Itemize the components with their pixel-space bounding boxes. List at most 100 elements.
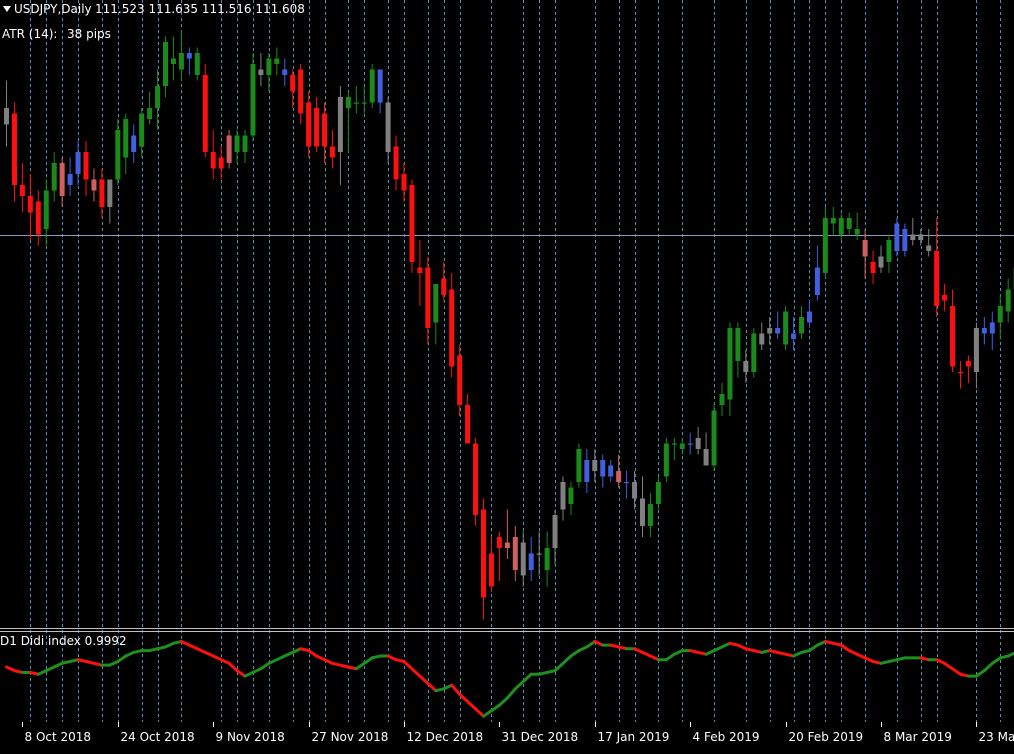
candle-body [171, 59, 176, 65]
candle-body [767, 328, 772, 334]
candle-body [505, 543, 510, 549]
candle-body [712, 411, 717, 466]
candle-body [743, 361, 748, 372]
candle [576, 444, 581, 488]
candle-body [640, 499, 645, 527]
candle-body [902, 229, 907, 251]
atr-value: 38 pips [67, 27, 111, 41]
candle-body [282, 70, 287, 76]
candle-body [354, 103, 359, 104]
x-tick-label: 23 Mar 2019 [979, 730, 1014, 744]
candle-body [107, 180, 112, 208]
candle-body [894, 224, 899, 252]
candle-body [950, 306, 955, 367]
candle-body [966, 361, 971, 367]
candle-body [338, 97, 343, 152]
candle-body [378, 70, 383, 103]
candle-body [99, 180, 104, 208]
candle-body [545, 548, 550, 570]
candle-body [44, 191, 49, 230]
didi-index-label: D1 Didi index 0.9992 [0, 634, 127, 648]
candle [370, 64, 375, 108]
candle-body [576, 449, 581, 482]
candle-body [608, 466, 613, 477]
candle-body [783, 312, 788, 345]
candle-body [934, 251, 939, 306]
candle-body [155, 86, 160, 108]
candle-body [918, 235, 923, 241]
candle-body [12, 114, 17, 186]
candle-body [537, 554, 542, 555]
x-tick-label: 24 Oct 2018 [121, 730, 195, 744]
candle-body [791, 334, 796, 340]
candle-body [52, 163, 57, 191]
candle-body [521, 543, 526, 576]
candle-body [115, 130, 120, 180]
candle-body [322, 114, 327, 147]
candle-body [879, 257, 884, 268]
candle-body [942, 295, 947, 301]
candle-body [219, 158, 224, 169]
candle-body [561, 482, 566, 510]
candle [473, 438, 478, 526]
candle-body [394, 147, 399, 180]
candle-body [958, 372, 963, 373]
candle-body [886, 240, 891, 262]
candle-body [855, 229, 860, 235]
candle-body [974, 328, 979, 372]
candle-body [664, 444, 669, 477]
candle-body [4, 108, 9, 125]
candle-body [735, 328, 740, 361]
candle-body [688, 444, 693, 445]
candle-body [314, 108, 319, 147]
candle [227, 130, 232, 169]
candle-body [330, 147, 335, 158]
candle-body [227, 136, 232, 164]
candle-body [258, 70, 263, 76]
candle-body [616, 471, 621, 482]
candle-body [823, 218, 828, 273]
candle-body [60, 163, 65, 196]
candle-body [91, 180, 96, 191]
candle-body [433, 284, 438, 323]
candle-body [76, 152, 81, 174]
candle [409, 180, 414, 274]
candle-body [807, 312, 812, 323]
candle-body [370, 70, 375, 103]
candle-body [727, 328, 732, 400]
candle-body [720, 394, 725, 405]
candle-body [815, 268, 820, 296]
candle-body [656, 482, 661, 504]
candle-body [266, 59, 271, 76]
candle-body [346, 97, 351, 108]
candle-body [441, 279, 446, 296]
candle-body [235, 136, 240, 153]
dropdown-triangle-icon[interactable] [3, 6, 11, 12]
candle-body [409, 185, 414, 262]
candle-body [417, 268, 422, 274]
x-tick-label: 31 Dec 2018 [502, 730, 579, 744]
x-tick-label: 8 Oct 2018 [25, 730, 92, 744]
symbol-label: USDJPY,Daily [14, 2, 92, 16]
candle-body [425, 268, 430, 329]
candle-body [632, 482, 637, 499]
candle-body [648, 504, 653, 526]
candle-body [592, 460, 597, 471]
candle-body [568, 488, 573, 505]
candle [712, 405, 717, 471]
x-tick-label: 12 Dec 2018 [407, 730, 484, 744]
x-tick-label: 27 Nov 2018 [312, 730, 389, 744]
x-tick-label: 9 Nov 2018 [216, 730, 285, 744]
candle-body [926, 246, 931, 252]
x-tick-label: 4 Feb 2019 [693, 730, 760, 744]
candle-body [386, 103, 391, 153]
candle-body [187, 53, 192, 59]
candle-body [402, 174, 407, 191]
candle-body [553, 515, 558, 548]
atr-label: ATR (14): [2, 27, 57, 41]
candle-body [847, 218, 852, 229]
candle-body [36, 202, 41, 235]
candle-body [584, 460, 589, 482]
x-tick-label: 17 Jan 2019 [598, 730, 670, 744]
candle-body [139, 114, 144, 147]
